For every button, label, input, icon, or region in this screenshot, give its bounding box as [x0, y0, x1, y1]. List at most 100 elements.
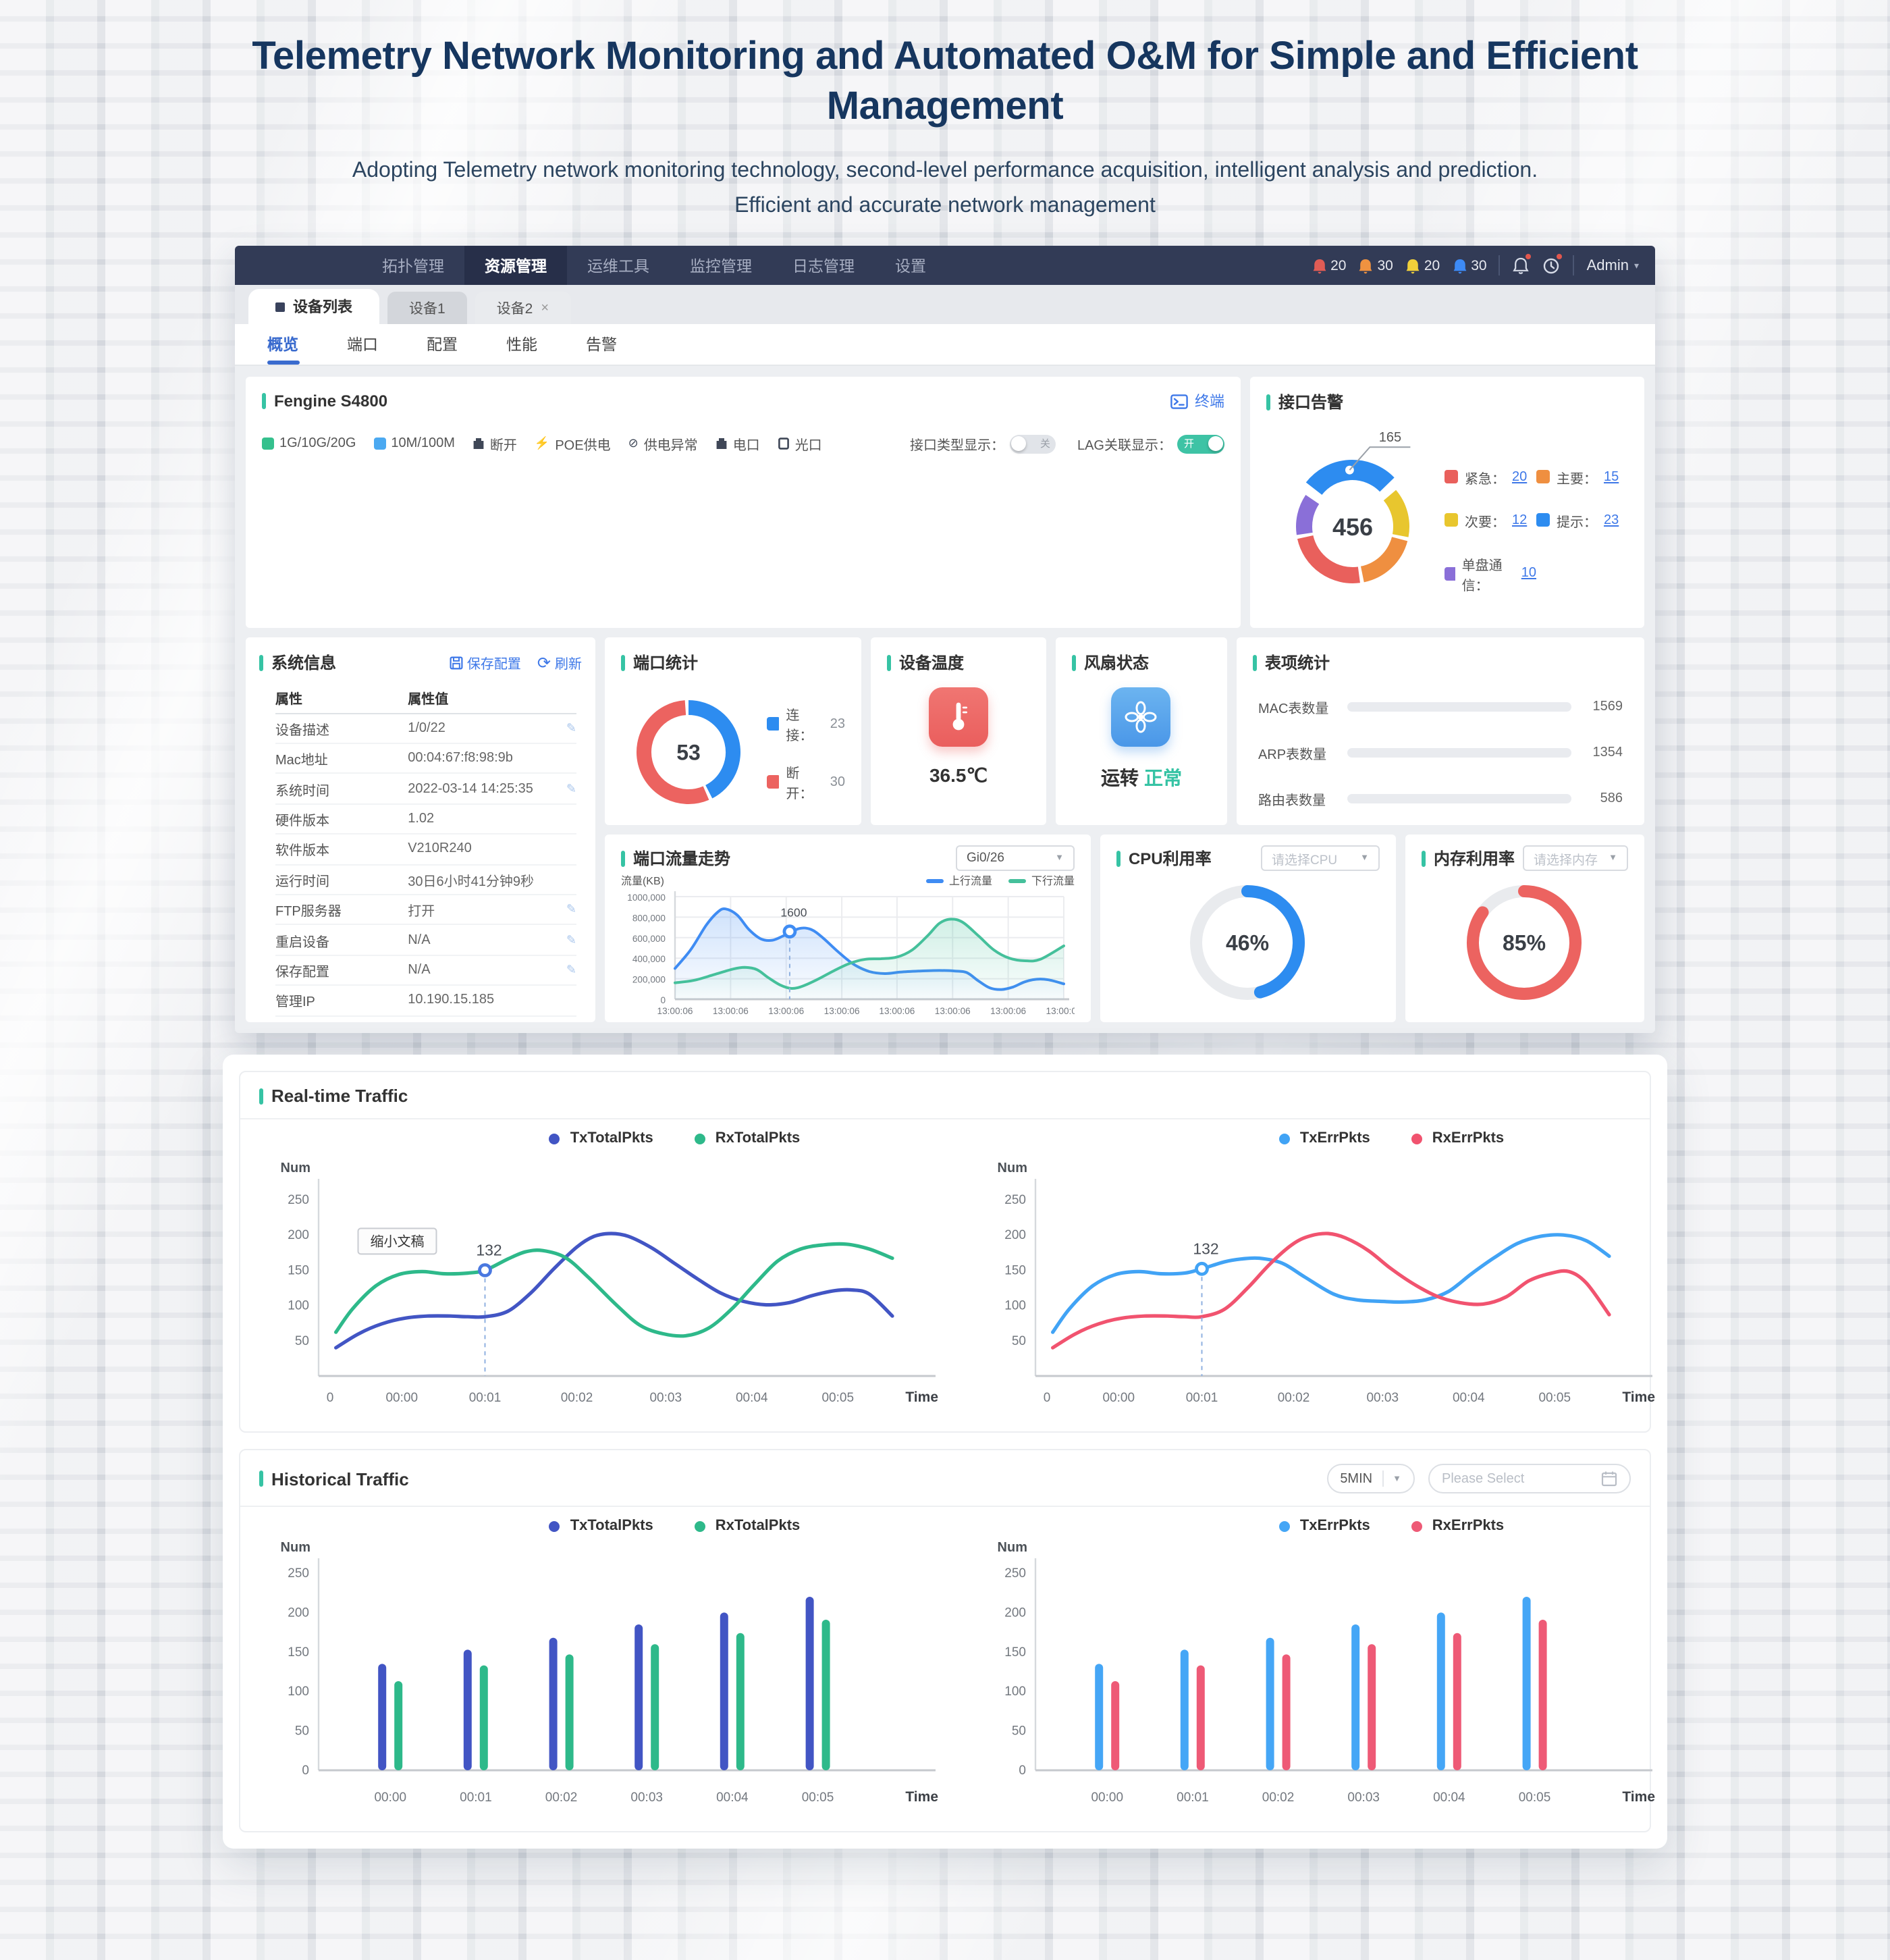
realtime-traffic-section: Real-time Traffic TxTotalPkts RxTotalPkt… — [239, 1071, 1655, 1433]
legend-fiber: 光口 — [778, 433, 822, 454]
nav-logs[interactable]: 日志管理 — [792, 259, 855, 275]
edit-icon[interactable]: ✎ — [566, 932, 576, 947]
svg-text:Time: Time — [1622, 1789, 1655, 1805]
traffic-dashboard-card: Real-time Traffic TxTotalPkts RxTotalPkt… — [223, 1055, 1667, 1849]
interface-type-toggle-group: 接口类型显示： 关 — [910, 433, 1056, 454]
terminal-button[interactable]: 终端 — [1170, 390, 1224, 412]
alarm-count-link[interactable]: 23 — [1604, 512, 1619, 528]
user-menu[interactable]: Admin ▾ — [1586, 257, 1639, 274]
page-title: Telemetry Network Monitoring and Automat… — [252, 35, 1638, 129]
svg-text:150: 150 — [288, 1264, 309, 1278]
port-legend-connected: 连接 23 — [766, 704, 845, 744]
svg-text:250: 250 — [1004, 1566, 1026, 1581]
progress-bar — [1347, 794, 1571, 804]
legend-poe: ⚡ POE供电 — [534, 436, 611, 454]
tab-device1[interactable]: 设备1 — [387, 292, 467, 325]
legend-uplink: 上行流量 — [925, 874, 992, 889]
tab-device2[interactable]: 设备2 × — [475, 292, 571, 325]
svg-text:1000,000: 1000,000 — [627, 893, 666, 903]
refresh-button[interactable]: ⟳ 刷新 — [537, 653, 582, 673]
svg-text:0: 0 — [660, 995, 666, 1005]
nav-resources[interactable]: 资源管理 — [464, 246, 567, 286]
tab-device-list[interactable]: 设备列表 — [248, 289, 379, 325]
memory-select[interactable]: 请选择内存 ▼ — [1523, 845, 1628, 872]
dot-swatch — [549, 1520, 560, 1532]
port-up-swatch — [262, 438, 274, 450]
alarm-legend-board: 单盘通信 10 — [1444, 553, 1536, 593]
swatch — [766, 775, 780, 789]
alarm-badge-info[interactable]: 30 — [1452, 257, 1487, 273]
history-clock-icon[interactable] — [1542, 253, 1563, 275]
mac-table-row: MAC表数量 1569 — [1258, 699, 1623, 718]
nav-monitoring[interactable]: 监控管理 — [690, 259, 752, 275]
alarm-count-link[interactable]: 12 — [1512, 512, 1528, 528]
alarm-badge-critical[interactable]: 20 — [1312, 257, 1346, 273]
legend-rxtotal: RxTotalPkts — [694, 1130, 800, 1146]
subtab-config[interactable]: 配置 — [427, 338, 458, 354]
port-fast-swatch — [373, 438, 386, 450]
alarm-count-link[interactable]: 10 — [1521, 566, 1536, 581]
nms-dashboard-window: 拓扑管理 资源管理 运维工具 监控管理 日志管理 设置 20 30 20 — [235, 246, 1655, 1034]
svg-text:150: 150 — [1004, 1645, 1026, 1660]
notifications-bell-icon[interactable] — [1513, 253, 1532, 275]
period-select[interactable]: 5MIN ▼ — [1326, 1464, 1415, 1494]
svg-text:132: 132 — [476, 1242, 502, 1259]
date-picker-input[interactable]: Please Select — [1428, 1464, 1631, 1494]
svg-text:00:01: 00:01 — [1186, 1391, 1218, 1405]
svg-text:00:04: 00:04 — [716, 1791, 749, 1805]
svg-text:00:02: 00:02 — [545, 1791, 578, 1805]
accent-bar — [1266, 394, 1270, 410]
edit-icon[interactable]: ✎ — [566, 962, 576, 976]
svg-text:Num: Num — [281, 1161, 310, 1175]
subtab-alarms[interactable]: 告警 — [586, 338, 617, 354]
subtab-ports[interactable]: 端口 — [347, 338, 378, 354]
svg-text:100: 100 — [288, 1299, 309, 1313]
edit-icon[interactable]: ✎ — [566, 720, 576, 735]
svg-text:00:01: 00:01 — [1177, 1791, 1209, 1805]
alarm-badge-minor[interactable]: 20 — [1405, 257, 1440, 273]
lag-toggle[interactable]: 开 — [1177, 434, 1224, 454]
memory-panel: 内存利用率 请选择内存 ▼ 85% — [1405, 835, 1644, 1023]
port-select[interactable]: Gi0/26 ▼ — [955, 845, 1075, 872]
alarm-legend-minor: 次要 12 — [1444, 510, 1536, 530]
subtab-overview[interactable]: 概览 — [267, 324, 298, 365]
list-icon — [275, 302, 285, 312]
power-fault-icon: ⊘ — [628, 436, 639, 450]
alarm-count-link[interactable]: 15 — [1604, 469, 1619, 485]
svg-text:00:05: 00:05 — [802, 1791, 834, 1805]
table-row: 运行时间 30日6小时41分钟9秒 — [275, 865, 576, 895]
alarm-legend-critical: 紧急 20 — [1444, 467, 1536, 487]
svg-text:13:00:06: 13:00:06 — [824, 1006, 860, 1016]
close-tab-icon[interactable]: × — [541, 300, 549, 316]
table-stats-panel: 表项统计 MAC表数量 1569 ARP表数量 — [1236, 637, 1644, 826]
realtime-err-chart: 250 200 150 100 50 Num Time 0 00:00 00:01 00:02 00:… — [976, 1146, 1658, 1418]
svg-text:0: 0 — [302, 1764, 309, 1778]
alarm-count-link[interactable]: 20 — [1512, 469, 1528, 485]
legend-copper: 电口 — [716, 433, 760, 454]
svg-text:53: 53 — [676, 741, 701, 765]
subtab-performance[interactable]: 性能 — [506, 338, 537, 354]
port-legend-down: 断开 30 — [766, 762, 845, 802]
cpu-select[interactable]: 请选择CPU ▼ — [1260, 845, 1380, 872]
table-row: 重启设备 N/A ✎ — [275, 926, 576, 956]
interface-type-toggle[interactable]: 关 — [1009, 434, 1056, 454]
edit-icon[interactable]: ✎ — [566, 781, 576, 795]
legend-txerr: TxErrPkts — [1278, 1130, 1370, 1146]
svg-text:Time: Time — [905, 1389, 938, 1405]
edit-icon[interactable]: ✎ — [566, 902, 576, 916]
nav-om-tools[interactable]: 运维工具 — [587, 259, 649, 275]
svg-text:200: 200 — [288, 1229, 309, 1243]
svg-text:50: 50 — [1012, 1724, 1026, 1739]
svg-text:800,000: 800,000 — [632, 913, 666, 924]
legend-1g: 1G/10G/20G — [262, 436, 356, 451]
page-subtitle-2: Efficient and accurate network managemen… — [734, 194, 1156, 218]
svg-text:13:00:06: 13:00:06 — [990, 1006, 1026, 1016]
save-config-button[interactable]: 保存配置 — [450, 652, 521, 672]
chevron-down-icon: ▼ — [1055, 853, 1064, 864]
swatch — [1536, 470, 1550, 484]
nav-settings[interactable]: 设置 — [895, 259, 926, 275]
svg-text:85%: 85% — [1503, 931, 1546, 955]
alarm-badge-major[interactable]: 30 — [1358, 257, 1393, 273]
nav-topology[interactable]: 拓扑管理 — [382, 259, 444, 275]
alarm-donut-chart: 456 165 — [1266, 413, 1444, 617]
